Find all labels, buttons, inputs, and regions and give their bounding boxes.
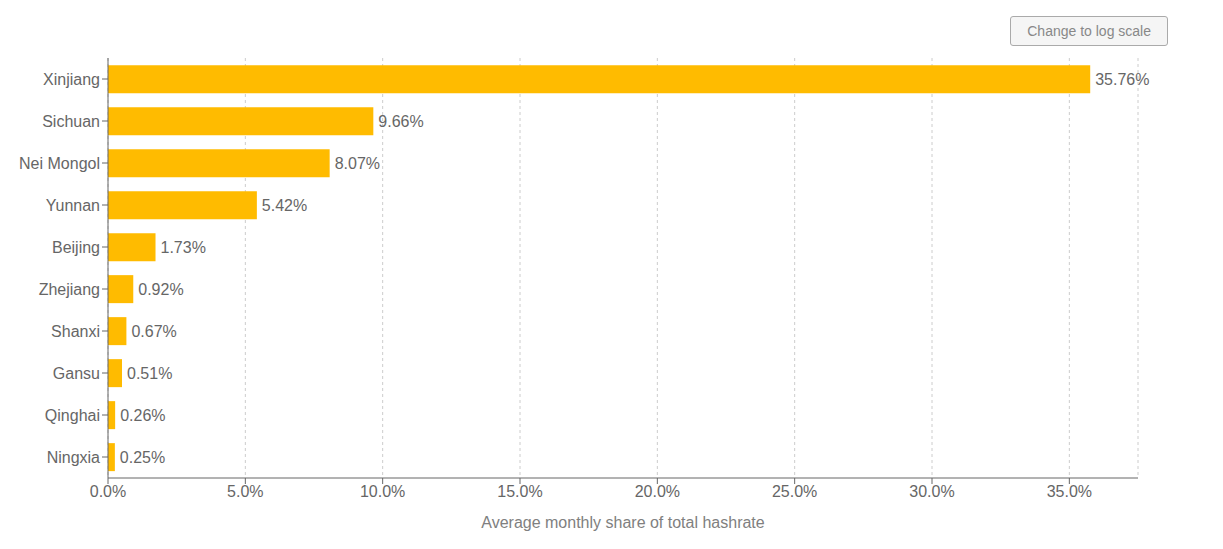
svg-text:0.92%: 0.92% bbox=[138, 281, 183, 298]
svg-text:Sichuan: Sichuan bbox=[42, 113, 100, 130]
svg-text:0.0%: 0.0% bbox=[90, 483, 126, 500]
svg-text:20.0%: 20.0% bbox=[635, 483, 680, 500]
svg-text:15.0%: 15.0% bbox=[497, 483, 542, 500]
svg-text:8.07%: 8.07% bbox=[335, 155, 380, 172]
svg-text:Shanxi: Shanxi bbox=[51, 323, 100, 340]
svg-text:9.66%: 9.66% bbox=[378, 113, 423, 130]
svg-text:1.73%: 1.73% bbox=[161, 239, 206, 256]
svg-text:35.0%: 35.0% bbox=[1047, 483, 1092, 500]
svg-text:Zhejiang: Zhejiang bbox=[39, 281, 100, 298]
svg-text:30.0%: 30.0% bbox=[909, 483, 954, 500]
svg-text:0.51%: 0.51% bbox=[127, 365, 172, 382]
svg-text:Average monthly share of total: Average monthly share of total hashrate bbox=[481, 514, 765, 531]
svg-text:Yunnan: Yunnan bbox=[46, 197, 100, 214]
svg-text:Gansu: Gansu bbox=[53, 365, 100, 382]
svg-text:Ningxia: Ningxia bbox=[47, 449, 100, 466]
svg-text:Qinghai: Qinghai bbox=[45, 407, 100, 424]
html-text:Change to log scale: Change to log scale bbox=[1027, 23, 1151, 39]
svg-text:Beijing: Beijing bbox=[52, 239, 100, 256]
svg-text:5.0%: 5.0% bbox=[227, 483, 263, 500]
svg-text:0.25%: 0.25% bbox=[120, 449, 165, 466]
svg-text:0.67%: 0.67% bbox=[131, 323, 176, 340]
svg-text:Nei Mongol: Nei Mongol bbox=[19, 155, 100, 172]
svg-text:10.0%: 10.0% bbox=[360, 483, 405, 500]
svg-text:Xinjiang: Xinjiang bbox=[43, 71, 100, 88]
svg-text:25.0%: 25.0% bbox=[772, 483, 817, 500]
svg-text:0.26%: 0.26% bbox=[120, 407, 165, 424]
svg-text:5.42%: 5.42% bbox=[262, 197, 307, 214]
svg-text:35.76%: 35.76% bbox=[1095, 71, 1149, 88]
